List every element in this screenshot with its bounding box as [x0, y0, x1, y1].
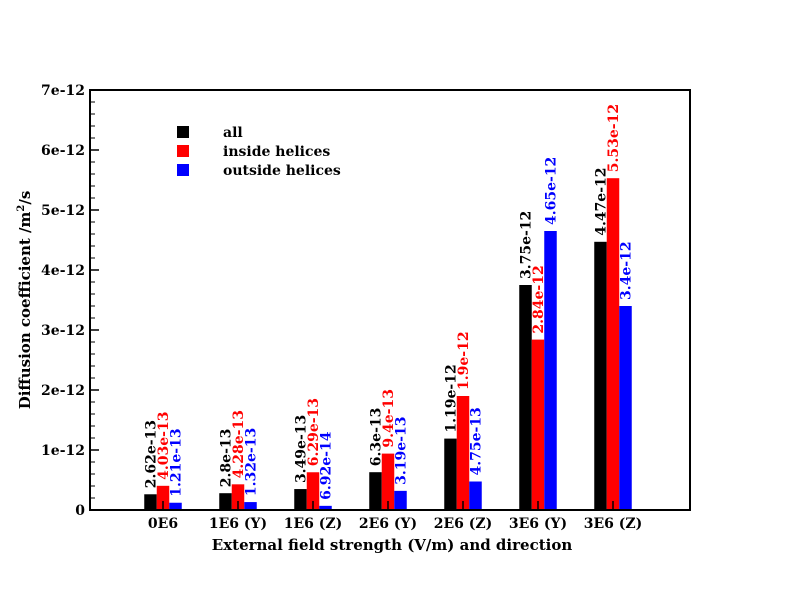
data-label-all: 4.47e-12: [594, 167, 610, 235]
x-tick-label: 1E6 (Y): [209, 516, 267, 532]
y-axis-title-suffix: /s: [16, 191, 34, 205]
legend: all inside helices outside helices: [177, 125, 341, 179]
data-label-all: 3.75e-12: [519, 211, 535, 279]
data-label-outside-helices: 1.32e-13: [244, 428, 260, 496]
bars-layer: [144, 178, 632, 511]
y-tick-label: 3e-12: [41, 323, 85, 339]
data-label-outside-helices: 6.92e-14: [319, 431, 335, 500]
bar-outside-helices: [544, 231, 557, 510]
bar-inside-helices: [306, 472, 320, 510]
data-label-inside-helices: 4.28e-13: [231, 410, 247, 478]
ticks-layer: 0 1e-12 2e-12 3e-12 4e-12 5e-12 6e-12 7e-12 0E6 1…: [41, 83, 642, 532]
data-label-outside-helices: 4.65e-12: [544, 157, 560, 225]
data-label-all: 2.8e-13: [219, 429, 235, 488]
bar-all: [519, 285, 532, 510]
legend-swatch: [177, 145, 189, 157]
data-labels-layer: 2.62e-13 2.8e-13 3.49e-13 6.3e-13 1.19e-12 3.…: [144, 104, 635, 500]
y-tick-label: 1e-12: [41, 443, 85, 459]
bar-inside-helices: [456, 396, 470, 510]
y-axis-title-main: Diffusion coefficient /m: [16, 211, 34, 409]
bar-outside-helices: [244, 502, 257, 510]
data-label-outside-helices: 1.21e-13: [169, 428, 185, 496]
legend-label: all: [223, 125, 243, 141]
bar-inside-helices: [606, 178, 620, 510]
bar-all: [144, 494, 157, 510]
data-label-inside-helices: 5.53e-12: [606, 104, 622, 172]
data-label-inside-helices: 1.9e-12: [456, 331, 472, 390]
x-tick-label: 1E6 (Z): [284, 516, 343, 532]
y-tick-label: 0: [75, 503, 85, 519]
bar-inside-helices: [231, 484, 245, 510]
bar-outside-helices: [169, 502, 182, 510]
bar-inside-helices: [156, 485, 170, 510]
plot-frame: [89, 89, 691, 511]
bar-outside-helices: [319, 505, 332, 510]
legend-label: inside helices: [223, 144, 330, 160]
legend-swatch: [177, 164, 189, 176]
data-label-outside-helices: 4.75e-13: [469, 407, 485, 475]
data-label-outside-helices: 3.19e-13: [394, 417, 410, 485]
data-label-outside-helices: 3.4e-12: [619, 241, 635, 300]
x-tick-label: 2E6 (Y): [359, 516, 417, 532]
data-label-inside-helices: 9.4e-13: [381, 389, 397, 448]
bar-all: [594, 241, 607, 511]
data-label-all: 6.3e-13: [369, 408, 385, 467]
x-tick-label: 3E6 (Z): [584, 516, 643, 532]
x-tick-label: 0E6: [148, 516, 178, 532]
bar-outside-helices: [469, 481, 482, 510]
data-label-inside-helices: 4.03e-13: [156, 412, 172, 480]
data-label-inside-helices: 6.29e-13: [306, 398, 322, 466]
y-axis-title: Diffusion coefficient /m2/s: [16, 191, 34, 410]
x-tick-label: 3E6 (Y): [509, 516, 567, 532]
y-tick-label: 7e-12: [41, 83, 85, 99]
y-tick-label: 6e-12: [41, 143, 85, 159]
bar-outside-helices: [394, 490, 407, 510]
y-axis-title-superscript: 2: [16, 205, 27, 212]
x-tick-label: 2E6 (Z): [434, 516, 493, 532]
bar-all: [294, 489, 307, 510]
bar-all: [219, 493, 232, 510]
data-label-all: 3.49e-13: [294, 415, 310, 483]
bar-all: [444, 438, 457, 510]
legend-label: outside helices: [223, 163, 341, 179]
data-label-inside-helices: 2.84e-12: [531, 265, 547, 333]
data-label-all: 2.62e-13: [144, 420, 160, 488]
bar-inside-helices: [531, 339, 545, 510]
y-tick-label: 2e-12: [41, 383, 85, 399]
legend-swatch: [177, 126, 189, 138]
bar-outside-helices: [619, 306, 632, 510]
bar-inside-helices: [381, 453, 395, 510]
y-tick-label: 4e-12: [41, 263, 85, 279]
y-tick-label: 5e-12: [41, 203, 85, 219]
data-label-all: 1.19e-12: [444, 364, 460, 432]
bar-all: [369, 472, 382, 510]
x-axis-title: External field strength (V/m) and direct…: [212, 536, 573, 554]
